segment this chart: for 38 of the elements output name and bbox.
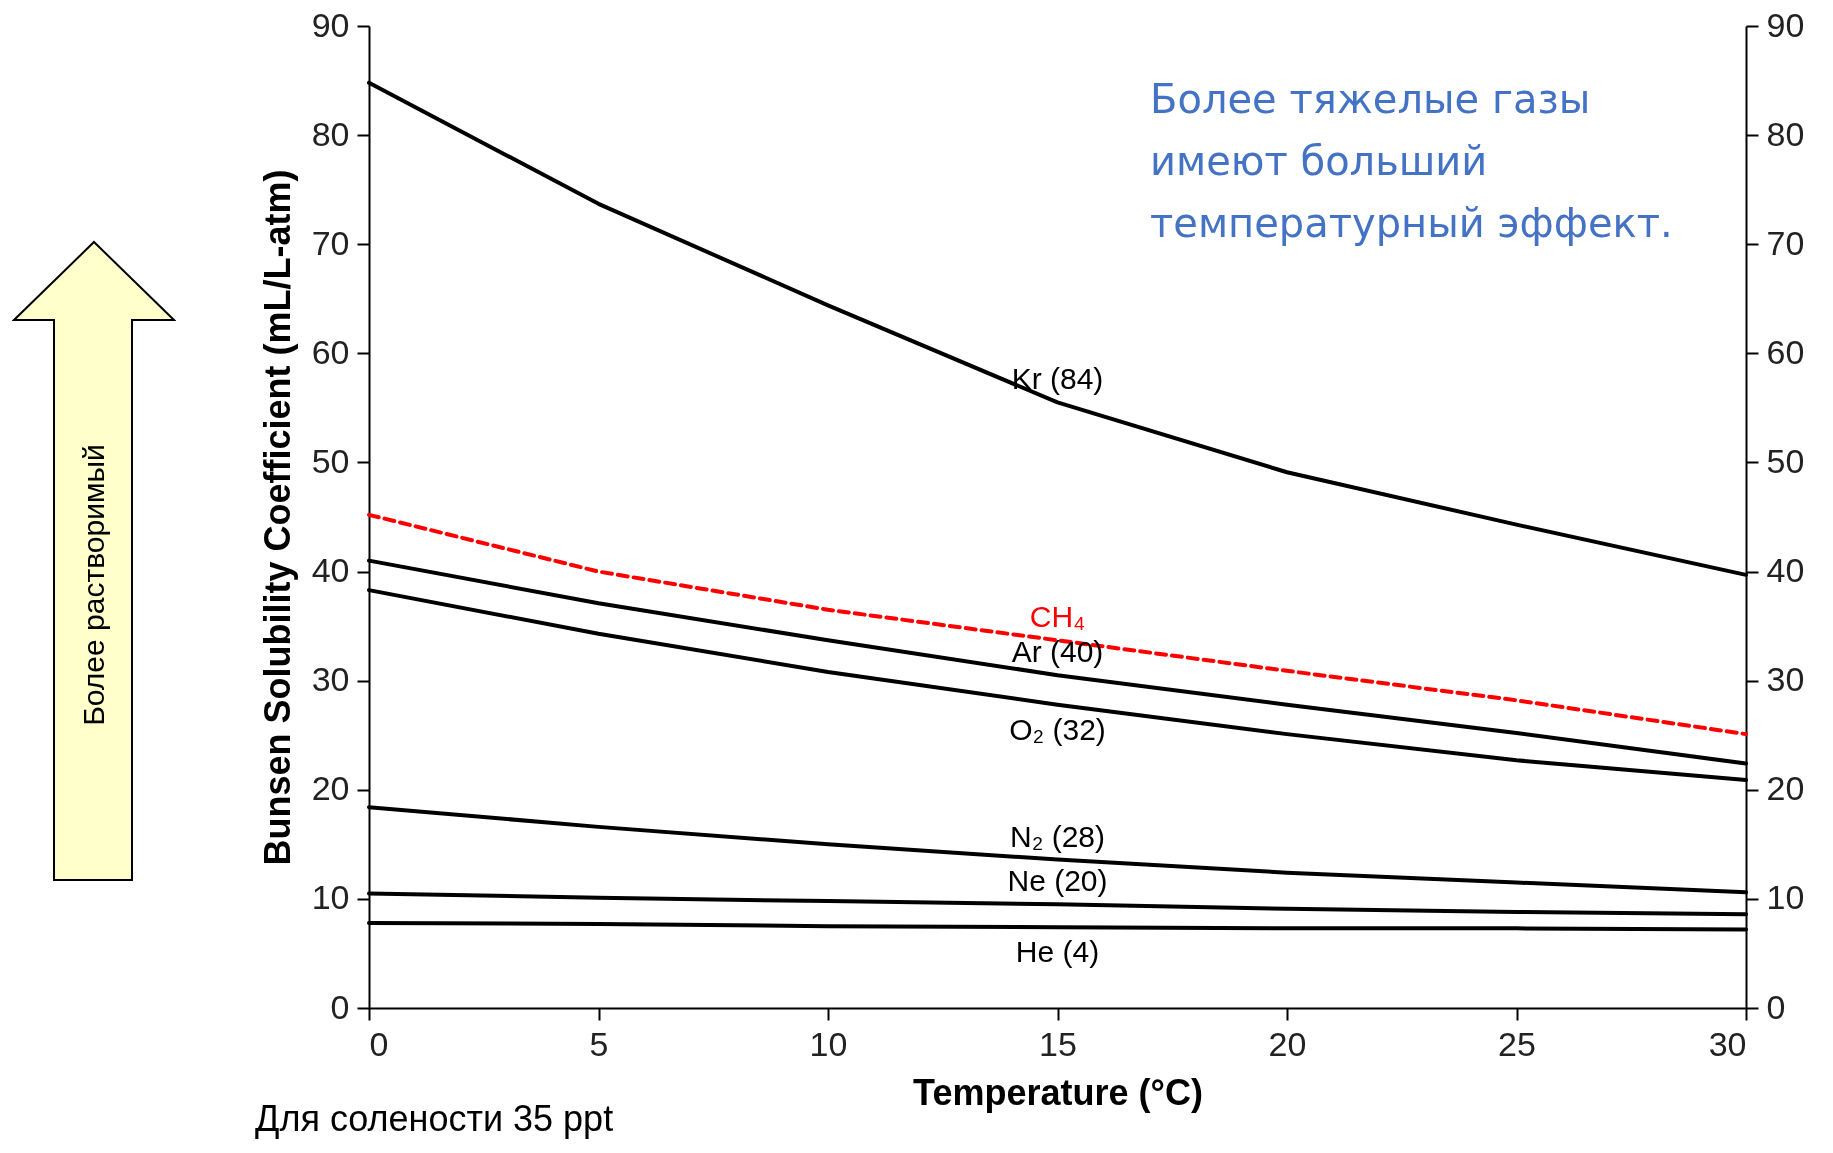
series-label: Ne (20) xyxy=(1007,864,1108,898)
y2-tick-label: 50 xyxy=(1766,441,1805,480)
x-tick-label: 5 xyxy=(589,1024,609,1063)
series-label: O₂ (32) xyxy=(1009,712,1106,746)
y2-tick-label: 70 xyxy=(1766,223,1805,262)
series-label: CH₄ xyxy=(1029,600,1086,634)
up-arrow: Более растворимый xyxy=(12,240,176,882)
y-tick-label: 20 xyxy=(311,769,350,808)
y-tick-label: 50 xyxy=(311,441,350,480)
x-tick-label: 10 xyxy=(809,1024,848,1063)
x-axis-title: Temperature (°C) xyxy=(913,1071,1203,1113)
series-label: He (4) xyxy=(1015,935,1100,969)
y-tick-label: 40 xyxy=(311,551,350,590)
series-label: N₂ (28) xyxy=(1010,819,1105,853)
y-tick-label: 90 xyxy=(311,5,350,44)
y-tick-label: 70 xyxy=(311,223,350,262)
y2-tick-label: 40 xyxy=(1766,551,1805,590)
y-tick-label: 60 xyxy=(311,332,350,371)
y2-tick-label: 0 xyxy=(1766,987,1786,1026)
y2-tick-label: 30 xyxy=(1766,660,1805,699)
y2-tick-label: 10 xyxy=(1766,878,1805,917)
y-tick-label: 10 xyxy=(311,878,350,917)
y-tick-label: 0 xyxy=(330,987,350,1026)
x-tick-label: 0 xyxy=(369,1024,389,1063)
series-label: Ar (40) xyxy=(1011,635,1104,669)
y-axis-title: Bunsen Solubility Coefficient (mL/L-atm) xyxy=(256,169,298,866)
x-tick-label: 25 xyxy=(1498,1024,1536,1063)
y2-tick-label: 20 xyxy=(1766,769,1805,808)
text: Для солености 35 ppt xyxy=(255,1098,614,1140)
x-tick-label: 30 xyxy=(1708,1024,1747,1063)
y-tick-label: 80 xyxy=(311,114,350,153)
y2-tick-label: 60 xyxy=(1766,332,1805,371)
x-tick-label: 15 xyxy=(1039,1024,1077,1063)
y2-tick-label: 80 xyxy=(1766,114,1805,153)
y2-tick-label: 90 xyxy=(1766,5,1805,44)
annotation: Более тяжелые газы имеют больший температурный эффект. xyxy=(1150,75,1674,248)
x-tick-label: 20 xyxy=(1268,1024,1307,1063)
y-tick-label: 30 xyxy=(311,660,350,699)
